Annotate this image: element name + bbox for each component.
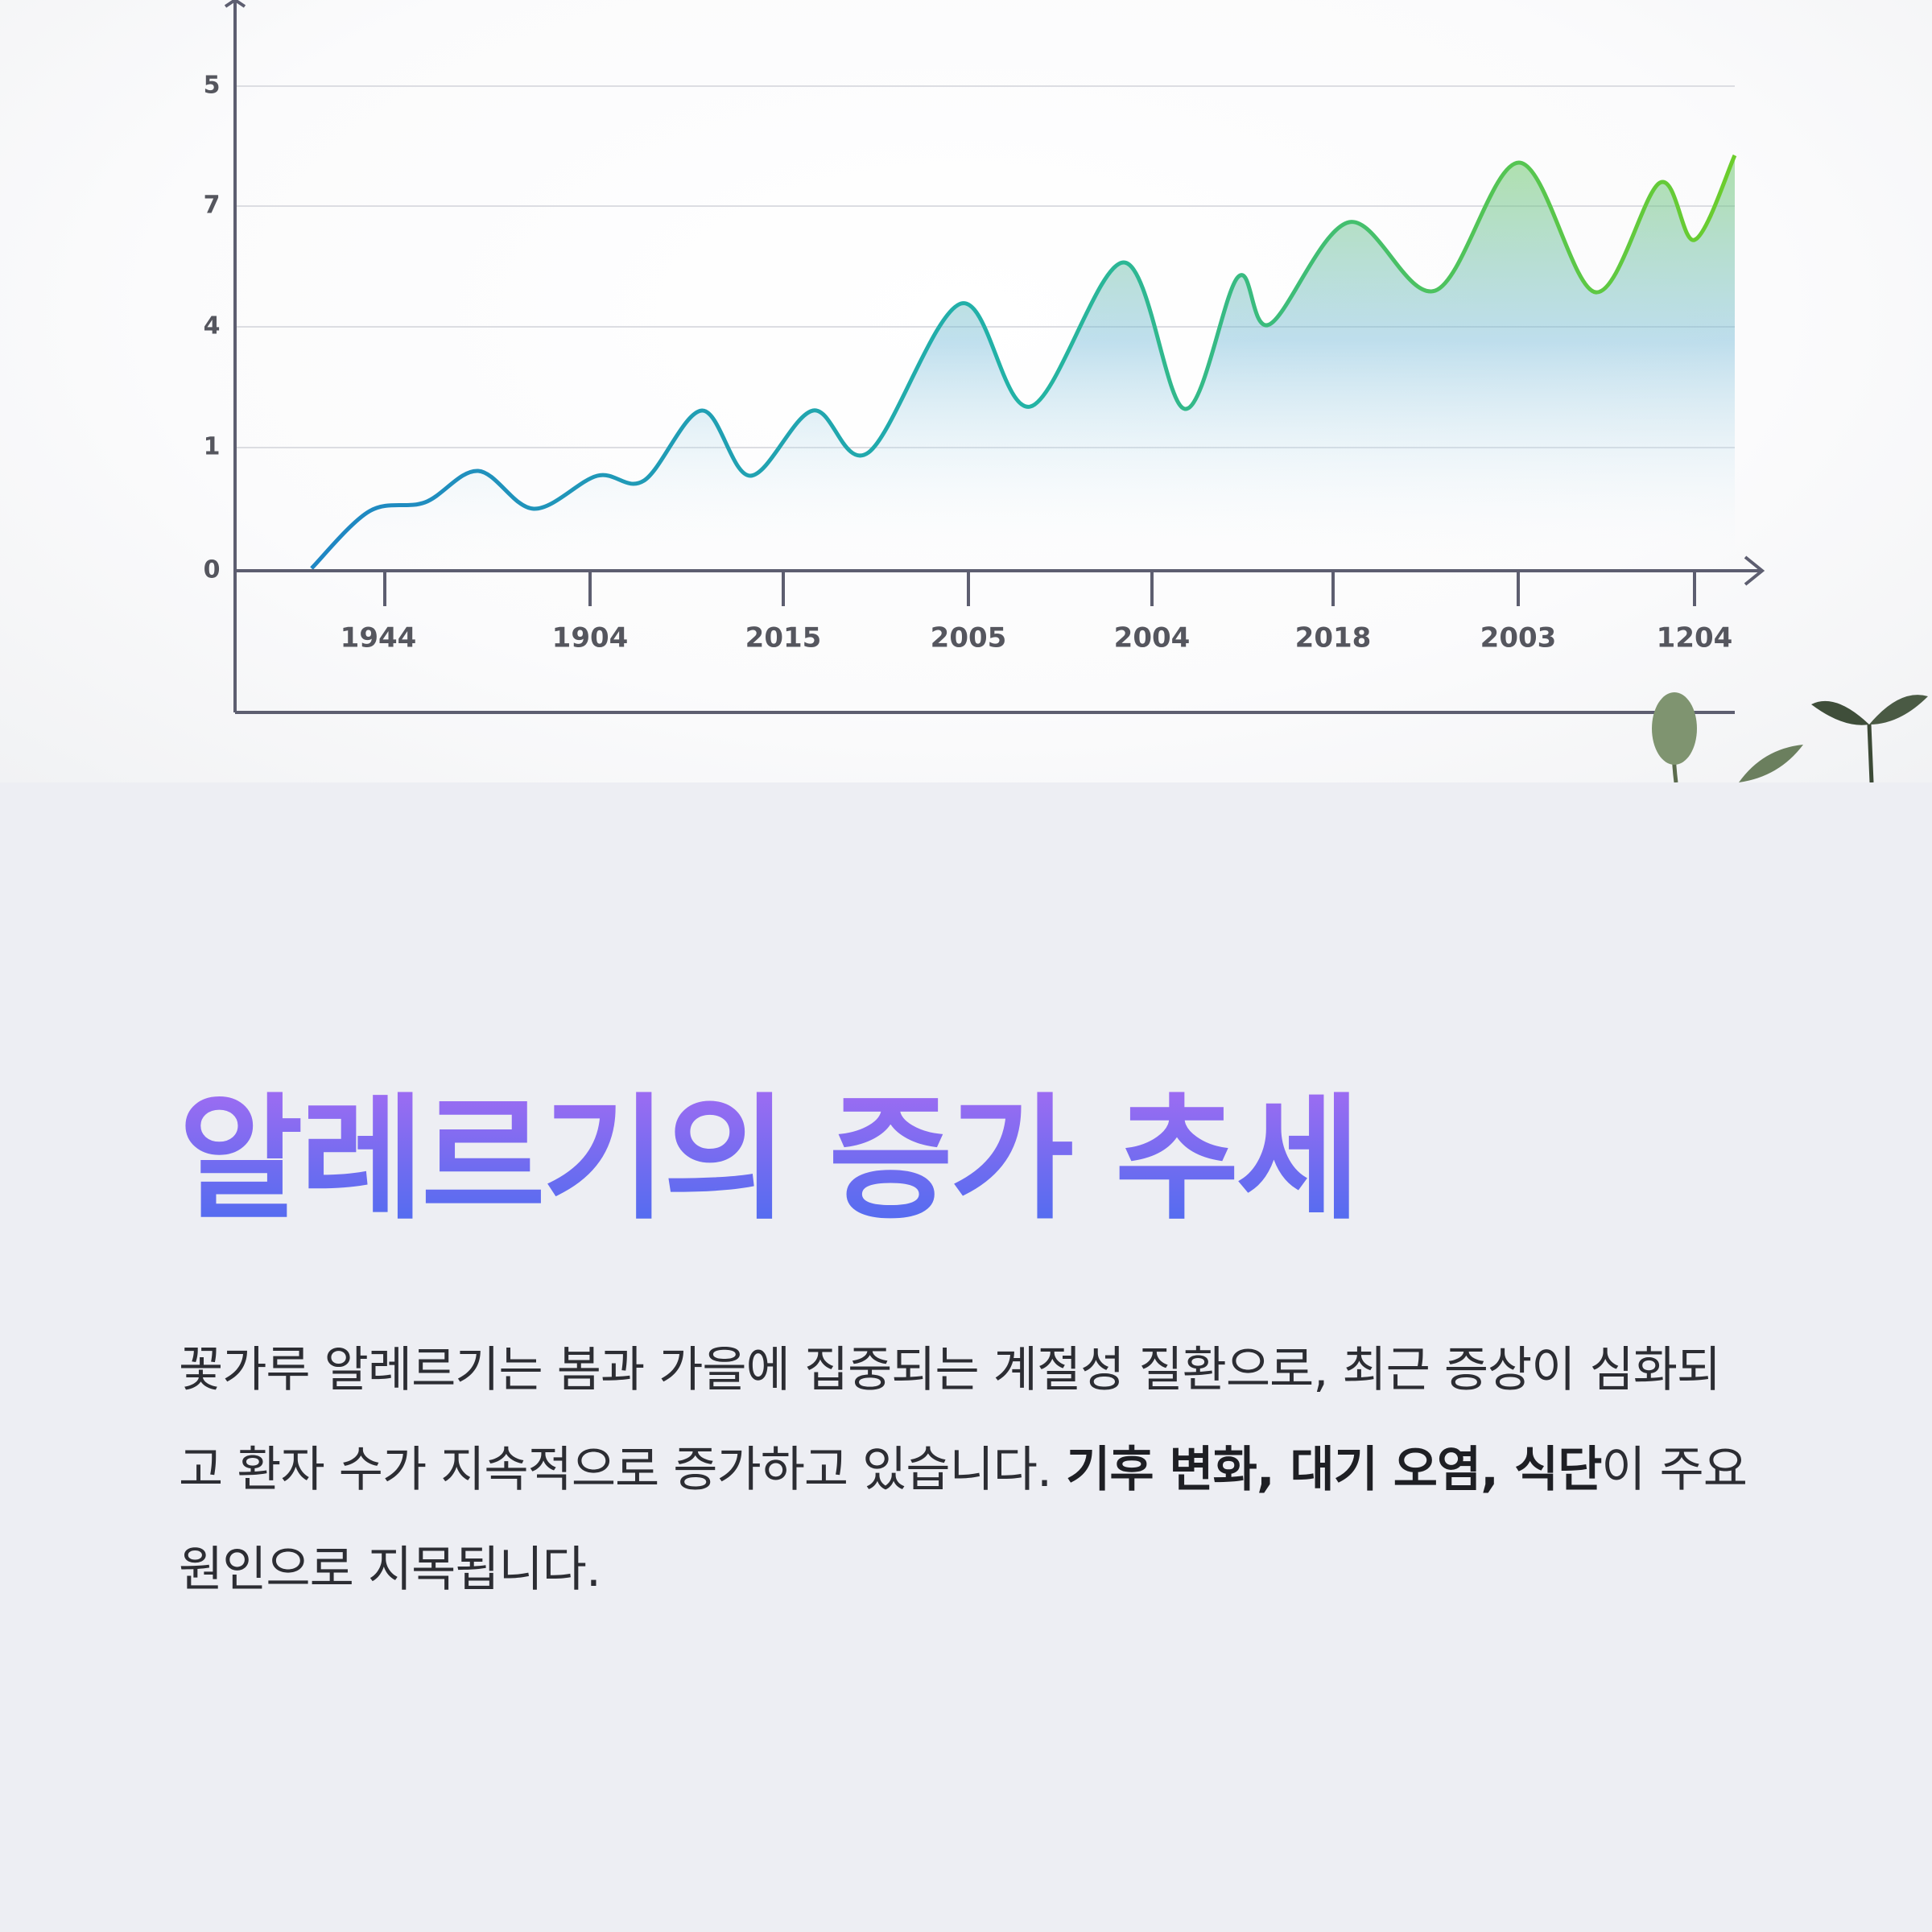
y-label: 0 bbox=[204, 556, 221, 584]
x-label: 1204 bbox=[1657, 622, 1733, 654]
x-label: 2005 bbox=[931, 622, 1007, 654]
area bbox=[312, 155, 1735, 568]
chart: 5 7 4 1 0 1944 1904 2015 2005 2004 2018 2003 1204 bbox=[204, 0, 1928, 783]
y-label: 7 bbox=[204, 192, 221, 220]
x-label: 2003 bbox=[1480, 622, 1557, 654]
body-tail: 이 주요 원인으로 지목됩니다. bbox=[179, 1442, 1748, 1598]
body-bold: 기후 변화, 대기 오염, 식단 bbox=[1066, 1442, 1602, 1498]
x-label: 2018 bbox=[1295, 622, 1372, 654]
chart-image: 5 7 4 1 0 1944 1904 2015 2005 2004 2018 2003 1204 bbox=[0, 0, 1932, 783]
description: 꽃가루 알레르기는 봄과 가을에 집중되는 계절성 질환으로, 최근 증상이 심… bbox=[179, 1320, 1757, 1620]
plants bbox=[1652, 692, 1928, 783]
y-label: 5 bbox=[204, 72, 221, 100]
title: 알레르기의 증가 추세 bbox=[179, 1079, 1360, 1241]
x-label: 2015 bbox=[745, 622, 822, 654]
x-label: 1904 bbox=[552, 622, 629, 654]
axes bbox=[224, 0, 1765, 714]
x-label: 2004 bbox=[1114, 622, 1191, 654]
y-label: 1 bbox=[204, 433, 221, 461]
body-text: 꽃가루 알레르기는 봄과 가을에 집중되는 계절성 질환으로, 최근 증상이 심… bbox=[179, 1342, 1721, 1498]
y-label: 4 bbox=[204, 312, 221, 341]
x-label: 1944 bbox=[341, 622, 417, 654]
trend-line bbox=[310, 154, 1737, 570]
